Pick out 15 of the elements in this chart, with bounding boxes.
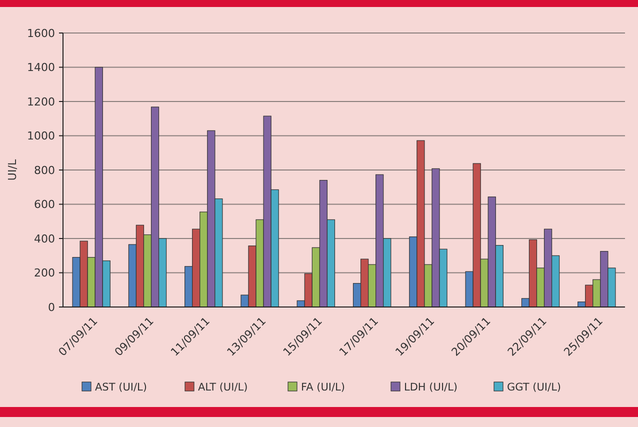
y-tick-label: 600 (34, 198, 55, 212)
y-tick-label: 1400 (27, 61, 55, 74)
y-tick-label: 1000 (27, 130, 55, 143)
y-tick-label: 400 (34, 232, 55, 246)
legend-label: FA (UI/L) (301, 382, 345, 394)
y-tick-label: 200 (34, 266, 55, 280)
y-tick-label: 800 (34, 164, 55, 177)
legend-label: LDH (UI/L) (404, 382, 458, 394)
y-tick-label: 0 (48, 300, 55, 314)
y-tick-label: 1600 (27, 26, 55, 40)
y-axis-title: UI/L (6, 158, 19, 181)
legend-label: AST (UI/L) (95, 382, 147, 394)
legend-label: GGT (UI/L) (507, 382, 562, 394)
legend-label: ALT (UI/L) (198, 382, 248, 394)
y-tick-label: 1200 (27, 95, 55, 108)
